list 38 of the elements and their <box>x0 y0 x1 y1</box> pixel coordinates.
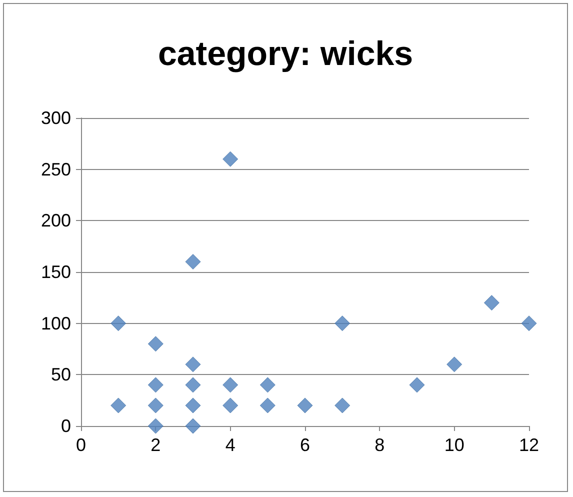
point <box>409 377 425 393</box>
point <box>260 398 276 414</box>
point <box>297 398 313 414</box>
point <box>110 316 126 332</box>
point <box>484 295 500 311</box>
point <box>222 151 238 167</box>
y-tick-label: 50 <box>50 364 71 385</box>
point <box>185 254 201 270</box>
chart-title: category: wicks <box>158 35 414 73</box>
y-tick-label: 0 <box>60 416 71 436</box>
point <box>148 336 164 352</box>
point <box>260 377 276 393</box>
point <box>185 377 201 393</box>
point <box>334 316 350 332</box>
point <box>148 398 164 414</box>
y-tick-label: 150 <box>40 262 71 282</box>
y-tick-label: 250 <box>40 159 71 180</box>
x-tick-label: 10 <box>444 435 464 455</box>
y-tick-label: 100 <box>40 313 71 334</box>
x-tick-label: 0 <box>76 435 86 455</box>
point <box>185 418 201 434</box>
point <box>148 377 164 393</box>
x-tick-label: 2 <box>150 435 161 455</box>
x-tick-label: 4 <box>225 435 236 455</box>
y-tick-label: 200 <box>40 210 71 231</box>
x-tick-label: 8 <box>374 435 385 455</box>
point <box>148 418 164 434</box>
point <box>521 316 537 332</box>
point <box>334 398 350 414</box>
point <box>222 377 238 393</box>
point <box>110 398 126 414</box>
x-tick-label: 6 <box>300 435 310 455</box>
x-tick-label: 12 <box>518 435 540 455</box>
point <box>185 398 201 414</box>
point <box>222 398 238 414</box>
point <box>446 356 462 372</box>
point <box>185 356 201 372</box>
y-tick-label: 300 <box>40 108 71 128</box>
